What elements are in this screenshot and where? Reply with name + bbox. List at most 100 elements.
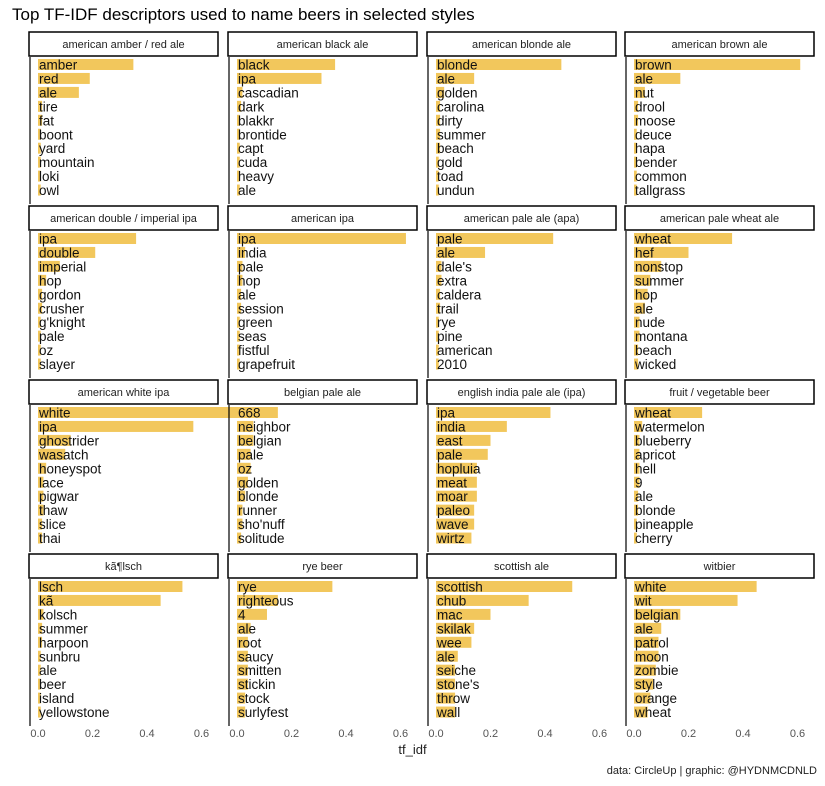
bar [237,518,243,530]
term-label: red [39,71,59,86]
facet-panel: english india pale ale (ipa)ipaindiaeast… [426,379,617,552]
term-label: lsch [39,580,63,595]
bar [237,260,243,272]
term-label: nonstop [635,259,683,274]
term-label: oz [238,461,253,476]
bar [634,86,645,98]
bar [634,622,662,634]
term-label: thaw [39,503,68,518]
term-label: blueberry [635,433,692,448]
term-label: hell [635,461,656,476]
bar [436,184,439,196]
term-label: saucy [238,649,274,664]
term-label: east [437,433,463,448]
facet-strip-label: american black ale [277,39,369,51]
bar [38,504,44,516]
bar [634,358,639,370]
bar [237,407,278,418]
facet-strip [426,205,617,231]
term-label: solitude [238,531,285,546]
term-label: white [634,580,667,595]
bar [436,260,442,272]
term-label: style [635,677,663,692]
x-tick-label: 0.0 [428,728,443,740]
bar [237,636,248,648]
term-label: 4 [238,607,246,622]
term-label: chub [437,593,466,608]
x-tick-label: 0.2 [85,728,100,740]
term-label: orange [635,691,677,706]
bar [436,462,477,474]
term-label: wicked [634,357,676,372]
bar [237,233,406,244]
term-label: blonde [635,503,676,518]
bar [38,260,60,272]
bar [237,246,246,258]
term-label: green [238,315,273,330]
term-label: pigwar [39,489,79,504]
term-label: imperial [39,259,86,274]
bar [436,170,439,182]
bar [436,706,456,718]
facet-panel: american black aleblackipacascadiandarkb… [227,31,418,204]
term-label: brontide [238,127,287,142]
bar [38,490,44,502]
term-label: tallgrass [635,183,686,198]
x-tick-label: 0.0 [30,728,45,740]
bar [436,302,441,314]
term-label: black [238,58,270,73]
bar [237,504,243,516]
term-label: hef [635,245,654,260]
bar [38,448,66,460]
bar [38,170,41,182]
bar [237,476,248,488]
term-label: ale [437,649,455,664]
bar [237,706,246,718]
term-label: capt [238,141,264,156]
facet-panel: american blonde ale blondealegoldencaroli… [426,31,617,204]
bar [436,86,445,98]
bar [436,358,439,370]
bar [634,246,689,258]
bar [38,706,41,718]
term-label: yard [39,141,65,156]
bar [436,692,456,704]
bar [436,274,442,286]
term-label: ale [238,287,256,302]
x-axis-label: tf_idf [398,742,427,757]
bar [436,518,475,530]
bar [38,692,41,704]
bar [634,170,637,182]
bar [237,420,254,432]
term-label: thai [39,531,61,546]
bar [38,100,43,112]
term-label: wheat [634,705,671,720]
term-label: pale [238,259,264,274]
term-label: sho'nuff [238,517,285,532]
bar [237,170,240,182]
term-label: american [437,343,493,358]
facet-strip-label: american brown ale [672,39,768,51]
bar [634,650,659,662]
x-tick-label: 0.0 [626,728,641,740]
bar [237,448,251,460]
bar [634,233,733,244]
bar [237,142,240,154]
bar [634,518,637,530]
bar [436,142,441,154]
term-label: stickin [238,677,276,692]
bar [38,59,134,70]
term-label: ipa [39,419,58,434]
bar [38,518,43,530]
bar [634,344,639,356]
bar [237,581,333,592]
bar [436,490,477,502]
term-label: smitten [238,663,282,678]
term-label: kã [39,593,54,608]
term-label: summer [39,621,88,636]
bar [634,692,651,704]
term-label: ale [635,301,653,316]
x-tick-label: 0.6 [194,728,209,740]
term-label: scottish [437,580,483,595]
